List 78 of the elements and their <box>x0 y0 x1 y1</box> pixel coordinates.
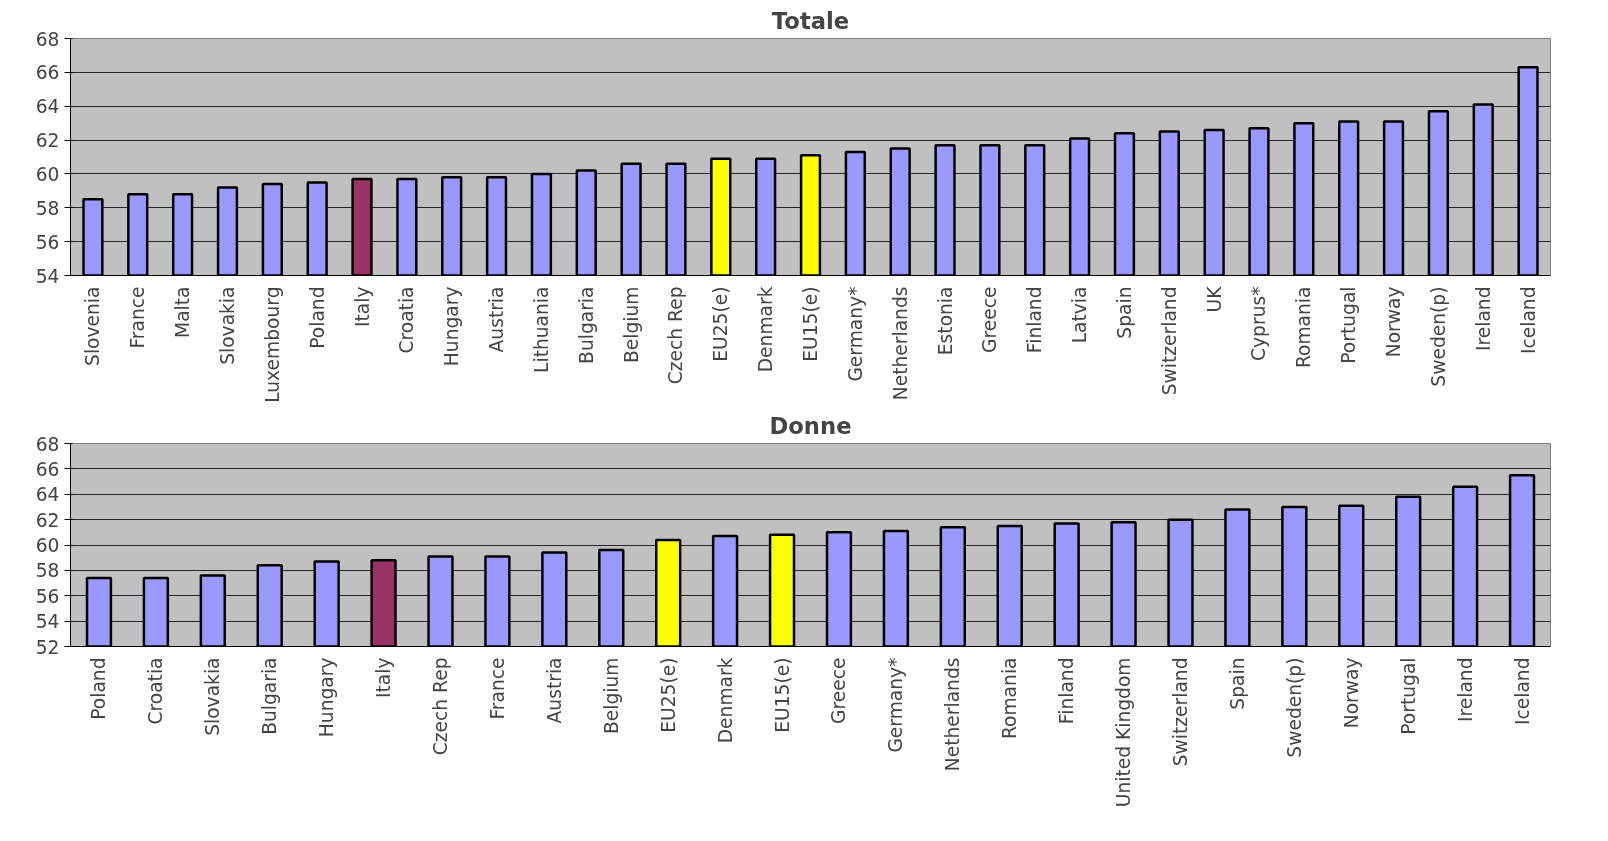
x-tick-label: Norway <box>1383 286 1405 358</box>
x-tick-label: Denmark <box>755 286 777 373</box>
x-tick-label: Croatia <box>396 286 418 354</box>
x-tick-label: EU25(e) <box>657 657 679 733</box>
x-tick-label: Spain <box>1113 286 1135 339</box>
y-tick-label: 56 <box>35 231 60 253</box>
x-tick-label: Poland <box>306 286 328 349</box>
x-tick-label: Finland <box>1024 286 1046 354</box>
y-tick-label: 58 <box>35 560 60 582</box>
y-tick-label: 66 <box>35 62 60 84</box>
x-tick-label: Luxembourg <box>261 286 283 403</box>
x-tick-label: United Kingdom <box>1113 657 1135 808</box>
y-tick-label: 64 <box>35 484 60 506</box>
x-tick-label: Romania <box>1293 286 1315 369</box>
y-tick-label: 64 <box>35 96 60 118</box>
x-tick-label: Iceland <box>1511 657 1533 726</box>
x-tick-label: Bulgaria <box>259 657 281 735</box>
x-tick-label: Austria <box>543 657 565 724</box>
x-tick-label: UK <box>1203 285 1225 313</box>
y-tick-label: 62 <box>35 509 60 531</box>
x-tick-label: EU15(e) <box>800 286 821 362</box>
x-tick-label: Denmark <box>714 657 736 744</box>
x-tick-label: Estonia <box>934 286 956 356</box>
x-tick-label: Sweden(p) <box>1427 286 1449 387</box>
x-tick-label: Belgium <box>600 657 622 734</box>
x-tick-label: Finland <box>1056 657 1078 725</box>
x-tick-label: Netherlands <box>942 657 964 772</box>
x-tick-label: Hungary <box>441 286 463 367</box>
y-tick-label: 54 <box>35 265 60 287</box>
x-tick-label: Portugal <box>1338 286 1360 364</box>
x-tick-label: Slovakia <box>216 286 238 365</box>
x-tick-label: Sweden(p) <box>1283 657 1305 758</box>
x-tick-label: Netherlands <box>889 286 911 401</box>
y-tick-label: 56 <box>35 585 60 607</box>
y-tick-label: 60 <box>35 535 60 556</box>
x-tick-label: Hungary <box>316 657 338 738</box>
x-tick-label: Cyprus* <box>1248 286 1270 361</box>
x-tick-label: France <box>127 286 149 349</box>
x-tick-label: Norway <box>1340 657 1362 729</box>
x-tick-label: Czech Rep <box>430 657 451 756</box>
x-tick-label: Croatia <box>145 657 167 725</box>
y-tick-label: 60 <box>35 163 60 185</box>
y-tick-label: 62 <box>35 130 60 152</box>
x-tick-label: Switzerland <box>1158 286 1180 396</box>
x-tick-label: EU15(e) <box>771 657 793 733</box>
x-tick-label: Bulgaria <box>575 286 597 364</box>
y-tick-label: 66 <box>35 458 60 480</box>
x-tick-label: Malta <box>172 286 194 338</box>
x-tick-label: Romania <box>999 657 1021 740</box>
x-tick-label: Ireland <box>1454 657 1476 723</box>
x-tick-label: Lithuania <box>530 286 552 373</box>
x-tick-label: Slovenia <box>82 286 104 366</box>
x-tick-label: Switzerland <box>1170 657 1191 767</box>
x-tick-label: Ireland <box>1472 286 1494 352</box>
x-tick-label: Italy <box>351 286 373 327</box>
x-tick-label: France <box>486 657 508 720</box>
x-tick-label: Italy <box>373 657 395 698</box>
y-tick-label: 58 <box>35 197 60 219</box>
y-tick-label: 54 <box>35 611 60 633</box>
x-tick-label: Greece <box>828 657 850 724</box>
x-tick-label: Belgium <box>620 286 642 363</box>
x-tick-label: Iceland <box>1517 286 1539 355</box>
x-tick-label: Poland <box>88 657 110 720</box>
chart-title: Totale <box>771 7 850 34</box>
x-tick-label: Portugal <box>1397 657 1419 735</box>
y-tick-label: 68 <box>35 433 60 455</box>
x-tick-label: Spain <box>1226 657 1248 710</box>
chart-title: Donne <box>769 412 852 439</box>
x-tick-label: Greece <box>979 286 1001 353</box>
x-tick-label: EU25(e) <box>710 286 732 362</box>
x-tick-label: Germany* <box>885 657 907 753</box>
x-tick-label: Austria <box>486 286 508 353</box>
x-tick-label: Czech Rep <box>665 286 687 385</box>
y-tick-label: 52 <box>35 636 60 658</box>
y-tick-label: 68 <box>35 28 60 50</box>
x-tick-label: Latvia <box>1069 286 1091 344</box>
x-tick-label: Germany* <box>844 286 866 382</box>
x-tick-label: Slovakia <box>202 657 224 736</box>
